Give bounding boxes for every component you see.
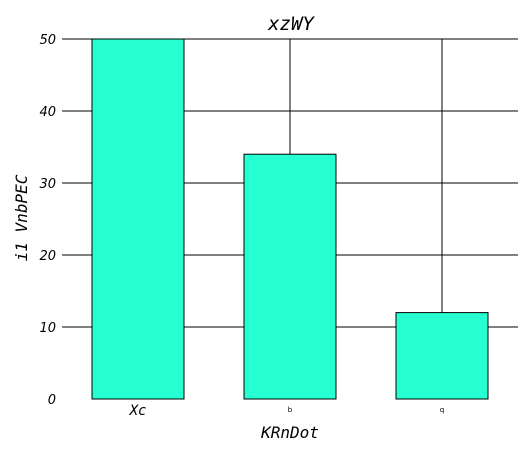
bar-Xc [91, 38, 185, 400]
y-tick-label: 0 [48, 393, 56, 408]
y-tick-label: 20 [39, 249, 56, 264]
x-axis-label: KRnDot [260, 423, 319, 442]
bar-b [243, 153, 337, 400]
x-tick-labels: Xc b q [129, 403, 445, 419]
bars [91, 38, 489, 400]
y-tick-label: 50 [39, 33, 56, 48]
y-tick-labels: 0 10 20 30 40 50 [39, 33, 56, 408]
y-tick-label: 40 [39, 105, 56, 120]
chart-title: xzWY [267, 13, 315, 35]
y-tick-label: 30 [39, 177, 56, 192]
x-tick-label: b [288, 406, 293, 414]
y-axis-label: i1 VnbPEC [12, 174, 31, 261]
bar-q [395, 312, 489, 400]
y-tick-label: 10 [39, 321, 56, 336]
x-tick-label: q [440, 406, 444, 414]
x-tick-label: Xc [129, 403, 147, 419]
